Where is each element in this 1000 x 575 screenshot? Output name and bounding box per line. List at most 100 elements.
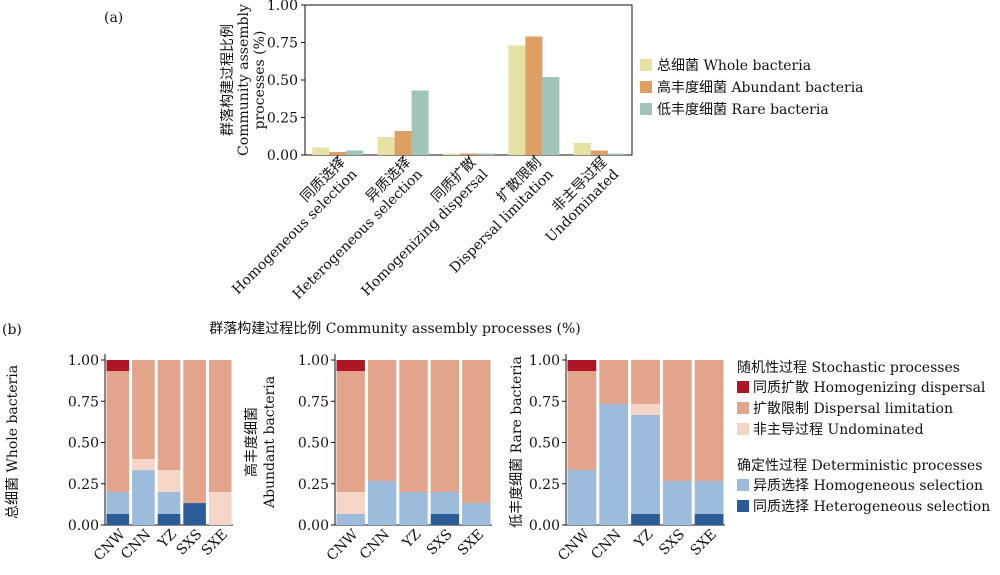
bar-segment bbox=[157, 360, 181, 471]
x-tick-label: SXS bbox=[656, 527, 688, 559]
bar bbox=[525, 36, 543, 155]
legend-label: 高丰度细菌 Abundant bacteria bbox=[657, 79, 864, 96]
bar bbox=[394, 131, 412, 155]
y-tick-label: 0.25 bbox=[298, 477, 329, 493]
bar-segment bbox=[336, 360, 365, 372]
stacked-panel: 0.00 0.25 0.50 0.75 1.00 高丰度细菌 Abundant bacter… bbox=[243, 353, 492, 564]
bar-segment bbox=[183, 503, 206, 525]
bar-segment bbox=[336, 371, 365, 492]
legend-label: 同质扩散 Homogenizing dispersal bbox=[753, 380, 986, 396]
bar-segment bbox=[631, 403, 660, 415]
bar-segment bbox=[106, 371, 130, 492]
y-tick-label: 0.25 bbox=[68, 477, 99, 493]
panel-a: (a) 0.00 0.25 0.50 0.75 1.00 群落构建过程比例 Communit… bbox=[104, 0, 864, 303]
bar-segment bbox=[662, 360, 692, 481]
x-tick-label: SXE bbox=[199, 527, 231, 559]
x-tick-label: 同质选择Homogeneous selection bbox=[217, 155, 360, 298]
x-tick-label: SXE bbox=[455, 527, 487, 559]
bar-segment bbox=[462, 360, 491, 504]
y-tick-label: 0.00 bbox=[298, 518, 329, 534]
bar-segment bbox=[694, 360, 724, 481]
legend-group-title: 随机性过程 Stochastic processes bbox=[737, 360, 960, 376]
legend-swatch bbox=[640, 103, 652, 115]
plot-frame bbox=[304, 4, 633, 156]
bar-segment bbox=[567, 470, 597, 525]
bar-segment bbox=[208, 492, 232, 525]
y-tick-label: 0.50 bbox=[298, 436, 329, 452]
y-tick-label: 1.00 bbox=[529, 353, 560, 369]
y-axis-label: Abundant bacteria bbox=[262, 376, 278, 509]
x-tick-label: CNN bbox=[357, 527, 393, 563]
bar-segment bbox=[631, 513, 660, 525]
bar bbox=[590, 150, 608, 155]
bar bbox=[443, 153, 460, 155]
legend-swatch bbox=[640, 81, 652, 93]
bar-segment bbox=[631, 414, 660, 514]
bar-segment bbox=[462, 503, 491, 525]
legend-label: 低丰度细菌 Rare bacteria bbox=[657, 102, 829, 118]
x-tick-label: YZ bbox=[631, 526, 657, 552]
y-tick-label: 0.75 bbox=[68, 394, 99, 410]
bar-segment bbox=[336, 513, 365, 525]
x-tick-label: CNN bbox=[118, 527, 154, 563]
y-tick-label: 0.00 bbox=[267, 148, 298, 164]
y-tick-label: 1.00 bbox=[267, 0, 298, 14]
bar-segment bbox=[430, 492, 460, 514]
x-tick-label: YZ bbox=[399, 526, 425, 552]
y-axis-label: 总细菌 Whole bacteria bbox=[5, 365, 21, 519]
y-tick-label: 1.00 bbox=[68, 353, 99, 369]
y-axis-label: 高丰度细菌 bbox=[243, 407, 260, 477]
bar bbox=[573, 143, 591, 155]
legend-swatch bbox=[737, 423, 749, 435]
bar-segment bbox=[599, 360, 629, 405]
legend-swatch bbox=[737, 479, 749, 491]
x-tick-label: CNW bbox=[324, 526, 362, 564]
x-tick-label: CNW bbox=[555, 526, 593, 564]
bar-segment bbox=[132, 360, 155, 459]
bar bbox=[542, 77, 560, 155]
legend-swatch bbox=[640, 59, 652, 71]
bar-segment bbox=[567, 360, 597, 372]
bar bbox=[377, 137, 395, 155]
y-tick-label: 0.25 bbox=[529, 477, 560, 493]
bar-segment bbox=[399, 360, 428, 492]
bar-segment bbox=[430, 360, 460, 492]
bar-segment bbox=[367, 360, 397, 481]
legend-group-title: 确定性过程 Deterministic processes bbox=[737, 458, 982, 474]
bar bbox=[411, 90, 429, 155]
legend-swatch bbox=[737, 381, 749, 393]
panel-b: (b) 群落构建过程比例 Community assembly processe… bbox=[2, 321, 990, 564]
y-tick-label: 0.75 bbox=[298, 394, 329, 410]
panel-b-title: 群落构建过程比例 Community assembly processes (%… bbox=[209, 321, 580, 337]
y-axis-label: 低丰度细菌 Rare bacteria bbox=[509, 356, 525, 528]
y-tick-label: 0.25 bbox=[267, 111, 298, 127]
bar bbox=[346, 150, 364, 155]
bar-segment bbox=[399, 492, 428, 525]
x-tick-label: CNN bbox=[588, 527, 624, 563]
bar-segment bbox=[599, 404, 629, 525]
bar-segment bbox=[132, 470, 155, 525]
x-tick-label: SXE bbox=[688, 527, 720, 559]
bar-segment bbox=[157, 492, 181, 514]
legend-label: 异质选择 Homogeneous selection bbox=[753, 478, 983, 494]
legend-label: 总细菌 Whole bacteria bbox=[657, 58, 811, 74]
bar-segment bbox=[157, 470, 181, 492]
bar-segment bbox=[430, 513, 460, 525]
bar bbox=[329, 152, 347, 155]
bar-segment bbox=[631, 359, 660, 404]
bar bbox=[477, 153, 494, 155]
y-tick-label: 0.00 bbox=[529, 518, 560, 534]
y-tick-label: 1.00 bbox=[298, 353, 329, 369]
bar bbox=[460, 153, 477, 155]
stacked-panel: 0.00 0.25 0.50 0.75 1.00 总细菌 Whole bacteria CN… bbox=[5, 353, 233, 564]
bar-segment bbox=[106, 513, 130, 525]
panel-b-label: (b) bbox=[2, 322, 22, 338]
legend-label: 同质选择 Heterogeneous selection bbox=[753, 499, 990, 515]
y-tick-label: 0.00 bbox=[68, 518, 99, 534]
bar-segment bbox=[694, 480, 724, 514]
y-axis-label: 群落构建过程比例 bbox=[220, 24, 236, 136]
bar-segment bbox=[367, 480, 397, 525]
bar-segment bbox=[694, 513, 724, 525]
y-tick-label: 0.75 bbox=[529, 394, 560, 410]
